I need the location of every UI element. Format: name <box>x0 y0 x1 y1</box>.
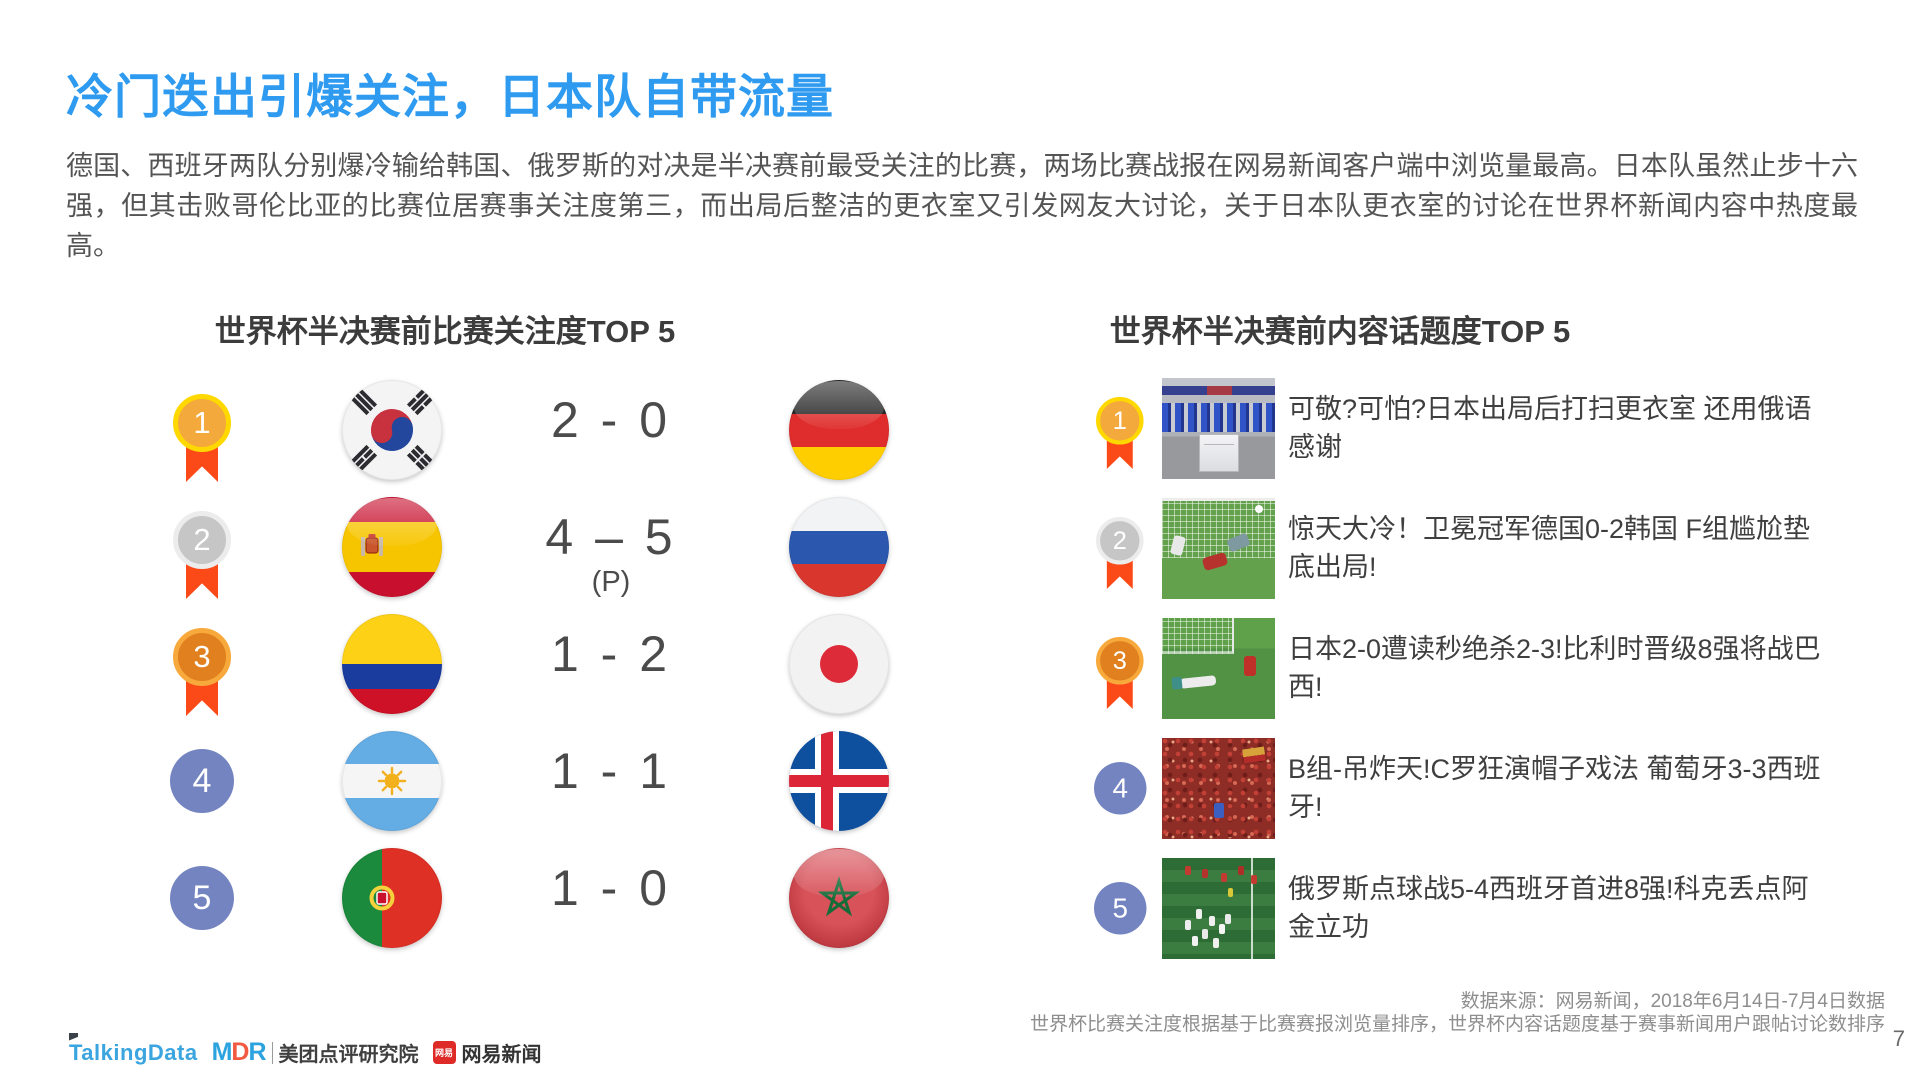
match-panel-heading: 世界杯半决赛前比赛关注度TOP 5 <box>214 314 676 349</box>
meituan-dianping-logo: MDR 美团点评研究院 <box>211 1038 419 1066</box>
headline-4: B组-吊炸天!C罗狂演帽子戏法 葡萄牙3-3西班牙! <box>1288 754 1821 822</box>
topic-rank-5-badge: 5 <box>1094 882 1147 935</box>
rank-number: 4 <box>1112 772 1128 804</box>
flag-iceland-icon <box>789 731 889 831</box>
thumbnail-russia-spain-celebration <box>1162 858 1275 959</box>
thumbnail-japan-locker-room <box>1162 378 1275 479</box>
rank-number: 5 <box>192 878 212 917</box>
score-row-4: 1 - 1 <box>550 743 672 799</box>
flag-spain-icon <box>342 497 442 597</box>
talkingdata-logo: TalkingData <box>66 1032 198 1066</box>
score-row-1: 2 - 0 <box>550 392 672 448</box>
netease-badge-icon: 网易 <box>432 1041 456 1064</box>
headline-3: 日本2-0遭读秒绝杀2-3!比利时晋级8强将战巴西! <box>1288 634 1821 702</box>
score-row-5: 1 - 0 <box>550 860 672 916</box>
data-source-line-2: 世界杯比赛关注度根据基于比赛赛报浏览量排序，世界杯内容话题度基于赛事新闻用户跟帖… <box>1029 1014 1885 1035</box>
flag-argentina-icon <box>342 731 442 831</box>
rank-number: 3 <box>193 639 211 674</box>
headline-2: 惊天大冷！卫冕冠军德国0-2韩国 F组尴尬垫底出局! <box>1288 514 1811 582</box>
rank-4-badge: 4 <box>170 749 234 813</box>
rank-number: 1 <box>1112 406 1127 435</box>
flag-morocco-icon <box>789 848 889 948</box>
topic-rank-1-medal-icon: 1 <box>1096 397 1144 474</box>
flag-portugal-icon <box>342 848 442 948</box>
netease-news-logo: 网易 网易新闻 <box>432 1038 542 1067</box>
rank-5-badge: 5 <box>170 866 234 930</box>
rank-number: 4 <box>192 761 212 800</box>
thumbnail-germany-korea-goal <box>1162 498 1275 599</box>
flag-russia-icon <box>789 497 889 597</box>
page-title: 冷门迭出引爆关注，日本队自带流量 <box>66 70 834 123</box>
data-source-line-1: 数据来源：网易新闻，2018年6月14日-7月4日数据 <box>1460 991 1885 1012</box>
headline-5: 俄罗斯点球战5-4西班牙首进8强!科克丢点阿金立功 <box>1288 874 1809 942</box>
thumbnail-japan-belgium-match <box>1162 618 1275 719</box>
topic-panel-heading: 世界杯半决赛前内容话题度TOP 5 <box>1109 314 1571 349</box>
talkingdata-tick-icon <box>69 1032 78 1041</box>
logo-divider <box>271 1041 273 1064</box>
thumbnail-portugal-spain-fans <box>1162 738 1275 839</box>
footer-logos: TalkingData MDR 美团点评研究院 网易 网易新闻 <box>66 1032 542 1067</box>
score-row-2: 4 – 5 (P) <box>545 509 677 598</box>
page-number: 7 <box>1892 1026 1905 1051</box>
score-row-3: 1 - 2 <box>550 626 672 682</box>
rank-number: 3 <box>1112 646 1127 675</box>
flag-japan-icon <box>789 614 889 714</box>
flag-south-korea-icon <box>342 380 442 480</box>
topic-rank-3-medal-icon: 3 <box>1096 637 1144 714</box>
topic-rank-2-medal-icon: 2 <box>1096 517 1144 594</box>
intro-paragraph: 德国、西班牙两队分别爆冷输给韩国、俄罗斯的对决是半决赛前最受关注的比赛，两场比赛… <box>66 151 1858 261</box>
rank-2-medal-icon: 2 <box>173 511 231 605</box>
rank-number: 5 <box>1112 892 1128 924</box>
flag-germany-icon <box>789 380 889 480</box>
rank-number: 1 <box>193 405 211 440</box>
rank-number: 2 <box>193 522 211 557</box>
rank-number: 2 <box>1112 526 1127 555</box>
rank-1-medal-icon: 1 <box>173 394 231 488</box>
flag-colombia-icon <box>342 614 442 714</box>
headline-1: 可敬?可怕?日本出局后打扫更衣室 还用俄语感谢 <box>1288 394 1812 462</box>
topic-rank-4-badge: 4 <box>1094 762 1147 815</box>
rank-3-medal-icon: 3 <box>173 628 231 722</box>
